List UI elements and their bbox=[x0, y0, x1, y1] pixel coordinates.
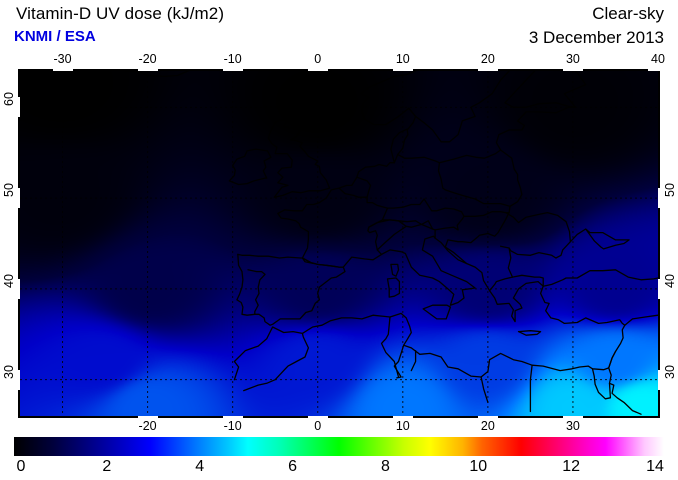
tick-label-lat-right: 40 bbox=[662, 273, 677, 288]
tick-mark-top bbox=[52, 69, 73, 71]
tick-mark-right bbox=[658, 278, 660, 299]
tick-mark-bottom bbox=[222, 416, 243, 418]
tick-mark-bottom bbox=[137, 416, 158, 418]
tick-label-lon-top: 40 bbox=[651, 52, 665, 66]
colorbar-tick-label: 0 bbox=[16, 458, 26, 475]
colorbar-tick-label: 4 bbox=[195, 458, 205, 475]
graticule-gridlines bbox=[20, 71, 658, 416]
coastline-overlay bbox=[20, 71, 658, 416]
colorbar bbox=[14, 437, 664, 456]
tick-label-lon-top: 0 bbox=[314, 52, 322, 66]
tick-mark-top bbox=[648, 69, 668, 71]
colorbar-tick-label: 6 bbox=[288, 458, 298, 475]
tick-label-lon-bottom: 0 bbox=[314, 419, 322, 433]
tick-mark-left bbox=[18, 278, 20, 299]
tick-mark-right bbox=[658, 369, 660, 390]
tick-mark-left bbox=[18, 369, 20, 390]
tick-label-lon-bottom: -20 bbox=[138, 419, 157, 433]
colorbar-tick-label: 2 bbox=[102, 458, 112, 475]
colorbar-tick-label: 8 bbox=[380, 458, 390, 475]
colorbar-tick-label: 10 bbox=[469, 458, 488, 475]
tick-mark-bottom bbox=[477, 416, 498, 418]
tick-label-lat-right: 50 bbox=[662, 183, 677, 198]
tick-mark-right bbox=[658, 188, 660, 209]
tick-mark-top bbox=[307, 69, 328, 71]
tick-mark-left bbox=[18, 97, 20, 118]
tick-mark-top bbox=[137, 69, 158, 71]
map-plot-frame bbox=[18, 69, 660, 418]
coastlines-and-borders bbox=[125, 71, 658, 415]
colorbar-tick-label: 14 bbox=[646, 458, 664, 475]
tick-label-lon-top: -30 bbox=[53, 52, 72, 66]
uv-dose-heatmap bbox=[20, 71, 658, 416]
tick-label-lat-right: 30 bbox=[662, 364, 677, 379]
tick-label-lat-left: 40 bbox=[1, 273, 16, 288]
tick-mark-left bbox=[18, 188, 20, 209]
tick-mark-top bbox=[477, 69, 498, 71]
tick-mark-top bbox=[392, 69, 413, 71]
tick-label-lon-bottom: 30 bbox=[565, 419, 580, 433]
tick-label-lat-left: 30 bbox=[1, 364, 16, 379]
tick-label-lon-bottom: 10 bbox=[395, 419, 410, 433]
tick-label-lon-bottom: -10 bbox=[223, 419, 242, 433]
tick-mark-bottom bbox=[562, 416, 583, 418]
tick-mark-bottom bbox=[392, 416, 413, 418]
tick-label-lon-top: 10 bbox=[395, 52, 410, 66]
date-label: 3 December 2013 bbox=[528, 28, 664, 47]
tick-mark-top bbox=[222, 69, 243, 71]
tick-label-lat-left: 50 bbox=[1, 183, 16, 198]
credit-label: KNMI / ESA bbox=[14, 28, 96, 45]
tick-label-lon-top: 30 bbox=[565, 52, 580, 66]
colorbar-gradient bbox=[14, 437, 664, 456]
colorbar-tick-label: 12 bbox=[562, 458, 581, 475]
tick-label-lon-bottom: 20 bbox=[480, 419, 495, 433]
sky-condition-label: Clear-sky bbox=[592, 4, 664, 23]
tick-mark-top bbox=[562, 69, 583, 71]
tick-label-lon-top: -20 bbox=[138, 52, 157, 66]
tick-label-lon-top: 20 bbox=[480, 52, 495, 66]
tick-label-lon-top: -10 bbox=[223, 52, 242, 66]
page-title: Vitamin-D UV dose (kJ/m2) bbox=[16, 4, 225, 23]
tick-label-lat-left: 60 bbox=[1, 92, 16, 107]
tick-mark-bottom bbox=[307, 416, 328, 418]
